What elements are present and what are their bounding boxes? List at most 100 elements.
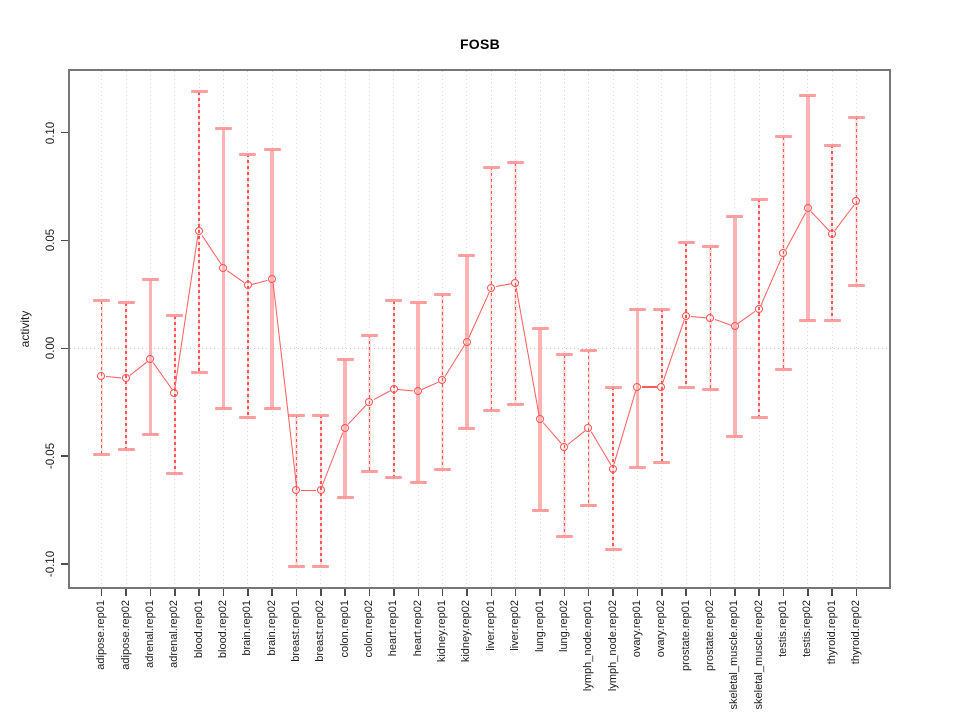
x-axis-tick [490,589,493,596]
error-bar-cap-bottom [580,504,598,508]
y-axis-tick [61,131,68,134]
line-segment [760,257,783,306]
data-point-marker [219,264,228,273]
error-bar-cap-bottom [604,547,622,551]
grid-line-vertical [344,71,346,587]
x-axis-tick [563,589,566,596]
x-tick-label: adipose.rep01 [95,600,108,670]
x-tick-label: colon.rep02 [363,600,376,658]
grid-line-vertical [369,71,371,587]
data-point-marker [633,382,642,391]
error-bar-cap-top [750,197,768,201]
x-tick-label: liver.rep01 [484,600,497,651]
error-bar-cap-bottom [677,385,695,389]
data-point-marker [657,382,666,391]
line-segment [444,345,466,378]
y-tick-label: 0.05 [45,229,57,252]
data-point-marker [292,486,301,495]
error-bar-cap-bottom [361,469,379,473]
error-bar-cap-bottom [385,476,403,480]
data-point-marker [170,389,179,398]
error-bar-cap-bottom [750,415,768,419]
x-axis-tick [612,589,614,596]
y-axis-tick [61,455,68,457]
x-tick-label: kidney.rep01 [436,600,449,663]
error-bar-cap-top [701,245,719,249]
line-segment [398,389,414,392]
error-bar-cap-bottom [701,387,719,391]
x-axis-tick [344,589,346,596]
error-bar-cap-bottom [166,471,184,475]
x-tick-label: kidney.rep02 [460,600,473,663]
line-segment [347,405,367,426]
x-axis-tick [441,589,444,596]
x-tick-label: blood.rep01 [192,600,205,659]
line-segment [738,311,756,325]
line-segment [373,390,391,401]
line-segment [129,361,148,377]
error-bar-cap-top [604,385,622,389]
error-bar-cap-bottom [531,508,549,512]
y-axis-title: activity [18,310,32,348]
error-bar-cap-top [312,413,330,417]
x-axis-tick [222,589,225,596]
x-axis-tick [636,589,639,596]
error-bar-cap-bottom [823,318,841,322]
error-bar-cap-top [239,152,257,156]
x-tick-label: brain.rep02 [265,600,278,656]
line-segment [810,210,830,232]
x-tick-label: lung.rep02 [557,600,570,652]
error-bar-cap-top [361,333,379,337]
line-segment [662,319,686,384]
error-bar-cap-top [336,357,354,361]
grid-line-vertical [856,71,858,587]
error-bar-cap-top [214,126,232,130]
plot-area [68,69,891,589]
x-axis-tick [782,589,785,596]
grid-line-vertical [612,71,614,587]
x-axis-tick [855,589,858,596]
y-axis-tick [61,347,68,350]
x-tick-label: adipose.rep02 [119,600,132,670]
data-point-marker [852,197,861,206]
x-tick-label: prostate.rep02 [703,600,716,671]
y-tick-label: -0.05 [45,443,57,470]
x-tick-label: testis.rep01 [777,600,789,657]
y-axis-tick [61,563,68,565]
x-tick-label: brain.rep01 [241,600,254,656]
error-bar-cap-top [799,94,817,98]
x-tick-label: testis.rep02 [801,600,814,657]
error-bar-cap-bottom [848,284,866,288]
error-bar-cap-top [677,241,695,245]
error-bar-cap-top [117,301,135,305]
line-segment [271,283,297,487]
x-tick-label: lymph_node.rep01 [582,600,595,692]
error-bar-cap-top [848,115,866,119]
error-bar-cap-top [555,353,573,357]
x-tick-label: breast.rep02 [314,600,327,662]
error-bar-cap-bottom [190,370,208,374]
data-point-marker [267,274,276,283]
line-segment [174,236,200,390]
x-axis-tick [271,589,273,596]
data-point-marker [316,486,325,495]
line-segment [515,287,540,416]
line-segment [542,422,562,445]
y-tick-label: 0.10 [45,121,57,144]
error-bar-cap-bottom [775,368,792,372]
error-bar-cap-top [458,254,476,258]
y-tick-label: 0.00 [45,337,57,360]
x-tick-label: adrenal.rep02 [168,600,181,668]
line-segment [834,204,855,231]
x-tick-label: adrenal.rep01 [143,600,156,668]
error-bar-cap-top [166,314,184,318]
x-axis-tick [295,589,298,596]
line-segment [590,431,612,466]
error-bar-cap-bottom [214,407,232,411]
error-bar-cap-bottom [117,448,135,452]
x-tick-label: thyroid.rep01 [825,600,838,665]
x-axis-tick [709,589,712,596]
x-axis-tick [417,589,419,596]
data-point-marker [803,203,812,212]
data-point-marker [827,229,836,238]
